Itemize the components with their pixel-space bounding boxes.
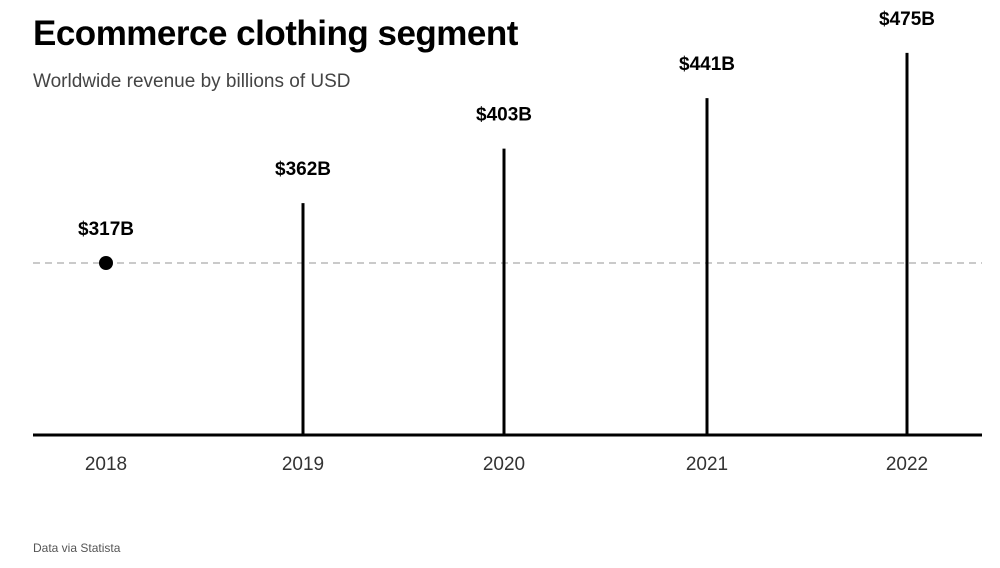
x-tick-label-2021: 2021 (686, 454, 728, 475)
data-label-2018: $317B (78, 219, 134, 240)
source-note: Data via Statista (33, 541, 121, 555)
data-point-2018 (99, 256, 113, 270)
x-tick-label-2020: 2020 (483, 454, 525, 475)
x-tick-label-2019: 2019 (282, 454, 324, 475)
x-tick-label-2022: 2022 (886, 454, 928, 475)
x-tick-label-2018: 2018 (85, 454, 127, 475)
data-label-2019: $362B (275, 159, 331, 180)
data-label-2022: $475B (879, 9, 935, 30)
chart-subtitle: Worldwide revenue by billions of USD (33, 71, 351, 92)
chart-title: Ecommerce clothing segment (33, 14, 518, 53)
data-label-2020: $403B (476, 105, 532, 126)
data-label-2021: $441B (679, 54, 735, 75)
